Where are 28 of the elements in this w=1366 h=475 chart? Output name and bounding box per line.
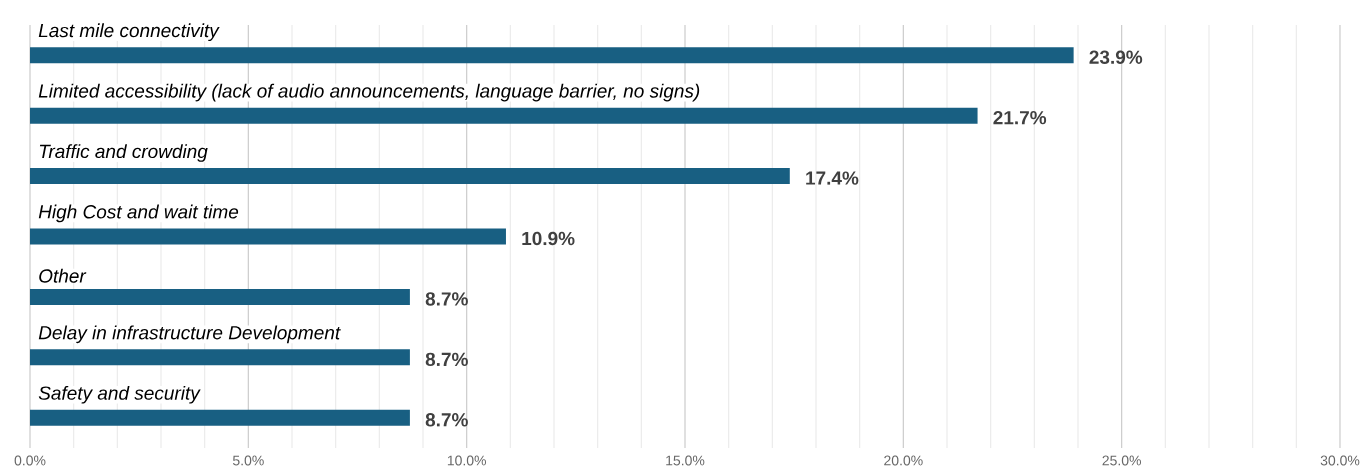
data-label: 10.9% [522, 231, 575, 246]
x-tick-label: 25.0% [1102, 455, 1142, 466]
data-label: 23.9% [1089, 50, 1143, 64]
data-label: 8.7% [425, 352, 468, 367]
x-tick-label: 10.0% [447, 455, 487, 466]
bar [30, 409, 410, 426]
bar [30, 168, 790, 185]
x-tick-label: 20.0% [884, 455, 923, 466]
y-tick-label: High Cost and wait time [38, 204, 239, 223]
y-tick-label: Delay in infrastructure Development [38, 325, 341, 344]
data-label: 8.7% [425, 413, 468, 427]
x-tick-label: 0.0% [14, 455, 46, 466]
bar [30, 107, 978, 124]
x-tick-label: 30.0% [1320, 455, 1360, 466]
y-tick-label: Traffic and crowding [39, 144, 208, 162]
bar [30, 349, 410, 366]
data-label: 8.7% [425, 292, 468, 306]
y-tick-label: Limited accessibility (lack of audio announcements, language barrier, no signs) [38, 83, 700, 102]
bar [30, 288, 410, 305]
y-tick-label: Last mile connectivity [38, 23, 220, 42]
y-tick-label: Safety and security [38, 385, 201, 404]
bar [30, 47, 1074, 64]
x-tick-label: 15.0% [666, 455, 705, 466]
data-label: 21.7% [993, 110, 1047, 125]
y-tick-label: Other [39, 268, 87, 283]
data-label: 17.4% [806, 171, 859, 185]
bar [30, 228, 506, 245]
x-tick-label: 5.0% [232, 455, 264, 466]
